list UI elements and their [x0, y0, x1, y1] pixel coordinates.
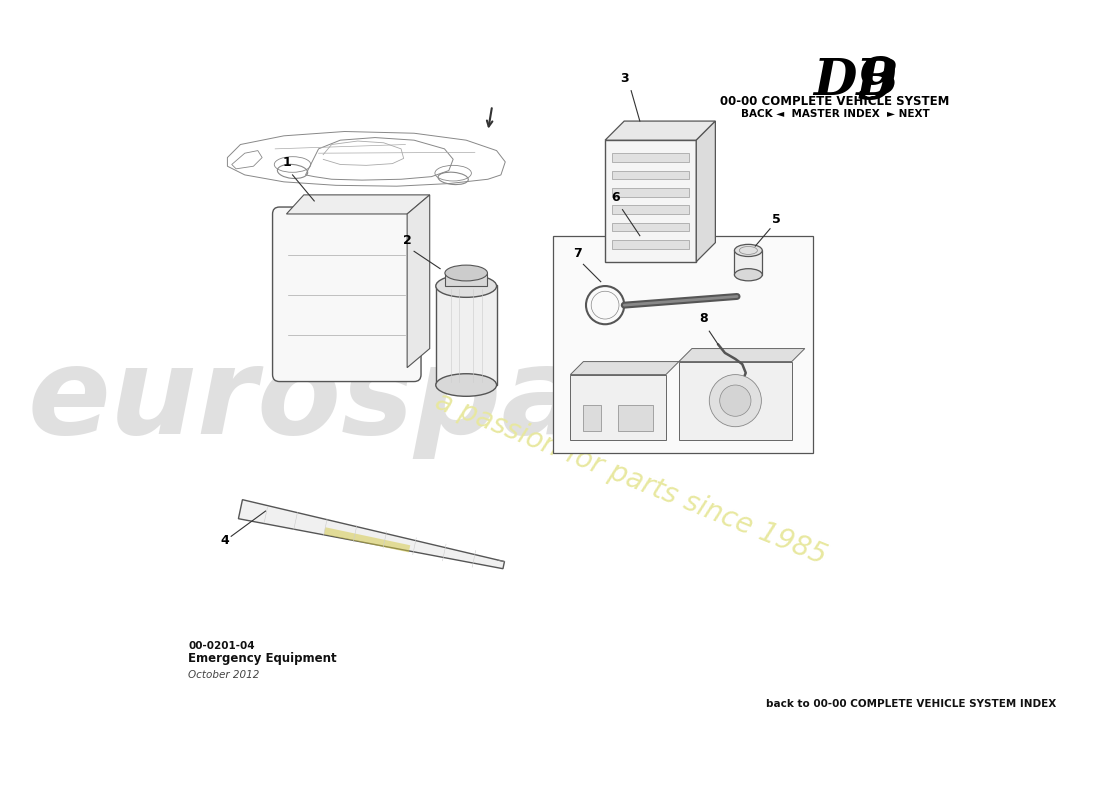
Polygon shape: [239, 500, 505, 569]
Text: back to 00-00 COMPLETE VEHICLE SYSTEM INDEX: back to 00-00 COMPLETE VEHICLE SYSTEM IN…: [767, 699, 1057, 709]
Bar: [436, 285, 496, 385]
Bar: [605, 140, 696, 262]
Polygon shape: [286, 195, 430, 214]
Ellipse shape: [436, 374, 496, 396]
Bar: [612, 240, 690, 249]
Bar: [612, 153, 690, 162]
Bar: [612, 188, 690, 197]
Bar: [612, 206, 690, 214]
Text: Emergency Equipment: Emergency Equipment: [188, 653, 337, 666]
Text: 00-0201-04: 00-0201-04: [188, 641, 255, 650]
Text: DB: DB: [814, 57, 899, 106]
Text: 4: 4: [220, 534, 229, 547]
Text: eurospares: eurospares: [28, 342, 801, 459]
Circle shape: [710, 374, 761, 426]
Bar: [444, 273, 487, 286]
Text: 5: 5: [772, 213, 781, 226]
Polygon shape: [605, 121, 715, 140]
Polygon shape: [407, 195, 430, 368]
Bar: [583, 405, 601, 431]
Text: 2: 2: [403, 234, 411, 247]
Bar: [735, 250, 762, 274]
Bar: [679, 362, 792, 440]
Circle shape: [719, 385, 751, 416]
Polygon shape: [679, 349, 805, 362]
Bar: [553, 236, 814, 453]
Bar: [571, 374, 666, 440]
Text: 8: 8: [698, 312, 707, 325]
Polygon shape: [571, 362, 679, 374]
Ellipse shape: [436, 274, 496, 298]
Text: 1: 1: [282, 156, 290, 169]
FancyBboxPatch shape: [273, 207, 421, 382]
Ellipse shape: [735, 269, 762, 281]
Text: BACK ◄  MASTER INDEX  ► NEXT: BACK ◄ MASTER INDEX ► NEXT: [740, 109, 930, 119]
Text: October 2012: October 2012: [188, 670, 260, 680]
Ellipse shape: [444, 265, 487, 281]
Ellipse shape: [735, 244, 762, 257]
Polygon shape: [696, 121, 715, 262]
Text: 9: 9: [857, 55, 898, 112]
Text: 7: 7: [573, 247, 582, 260]
Polygon shape: [323, 527, 410, 553]
Text: 00-00 COMPLETE VEHICLE SYSTEM: 00-00 COMPLETE VEHICLE SYSTEM: [720, 94, 950, 108]
Text: 3: 3: [620, 72, 628, 85]
Text: 6: 6: [612, 190, 619, 203]
Bar: [618, 405, 653, 431]
Bar: [612, 170, 690, 179]
Bar: [612, 222, 690, 231]
Text: a passion for parts since 1985: a passion for parts since 1985: [431, 387, 830, 570]
